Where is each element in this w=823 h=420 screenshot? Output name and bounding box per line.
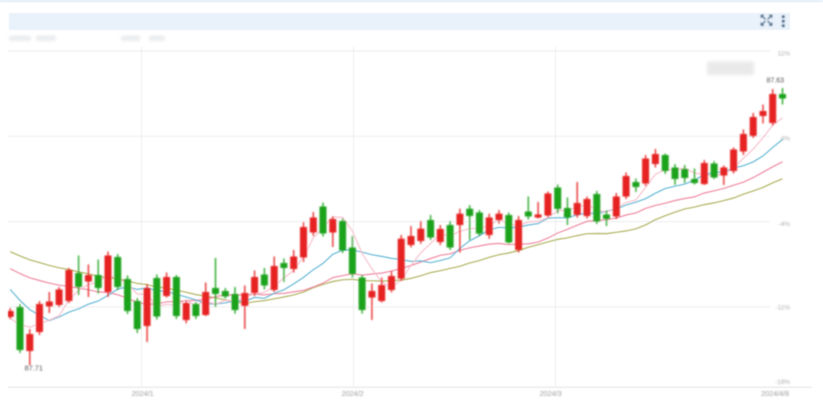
svg-text:2024/1: 2024/1 bbox=[131, 389, 153, 398]
svg-text:87.71: 87.71 bbox=[25, 364, 44, 373]
svg-text:2024/3: 2024/3 bbox=[539, 389, 561, 398]
svg-text:87.63: 87.63 bbox=[767, 78, 785, 85]
svg-text:-18%: -18% bbox=[775, 379, 790, 386]
svg-text:-11%: -11% bbox=[775, 305, 790, 312]
svg-text:2024/4/8: 2024/4/8 bbox=[761, 389, 789, 398]
svg-text:11%: 11% bbox=[778, 50, 791, 57]
svg-text:-4%: -4% bbox=[779, 221, 791, 228]
svg-text:2024/2: 2024/2 bbox=[341, 389, 363, 398]
svg-text:4%: 4% bbox=[781, 136, 791, 143]
